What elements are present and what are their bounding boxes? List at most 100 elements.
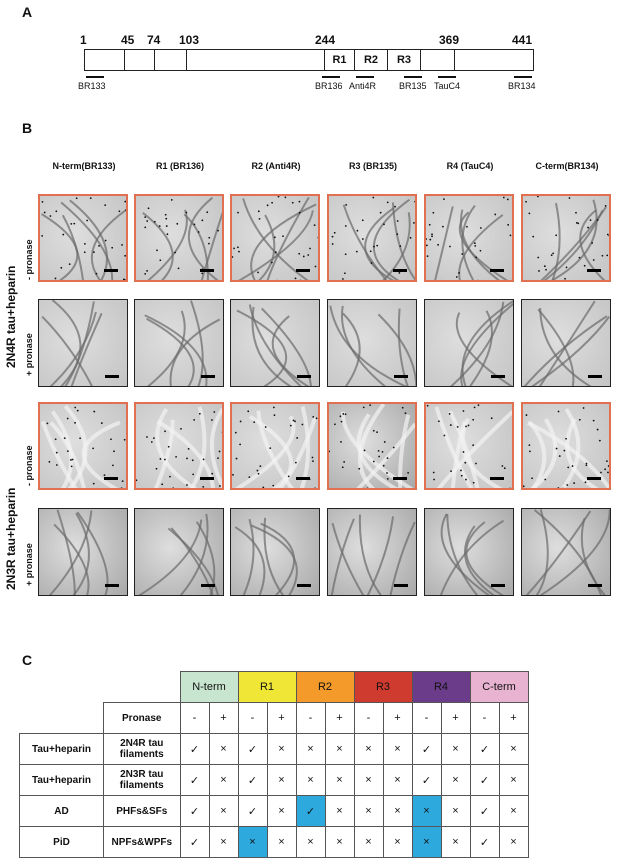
reactivity-cell: × [441,765,470,796]
epitope-bar-br134 [514,76,532,78]
gold-particle [58,489,60,490]
gold-particle [566,266,568,268]
reactivity-cell: × [267,765,296,796]
gold-particle [274,414,276,416]
gold-particle [443,198,445,200]
gold-particle [201,219,203,221]
filament-cell: PHFs&SFs [104,796,181,827]
column-n-term: N-term(BR133) [34,161,134,171]
reactivity-cell: × [412,827,441,858]
gold-particle [609,235,611,237]
gold-particle [104,204,106,206]
micrograph-2n3r-plus-r1 [134,508,224,596]
gold-particle [370,250,372,252]
gold-particle [544,265,546,267]
gold-particle [314,487,316,489]
reactivity-cell: × [296,827,325,858]
sample-cell: Tau+heparin [20,734,104,765]
reactivity-cell: × [499,796,528,827]
pronase-sign: - [180,703,209,734]
gold-particle [597,429,599,431]
scale-bar [394,584,408,587]
gold-particle [64,437,66,439]
gold-particle [55,438,57,440]
gold-particle [605,205,607,207]
gold-particle [461,253,463,255]
reactivity-cell: × [441,827,470,858]
gold-particle [607,234,609,236]
gold-particle [558,411,560,413]
micrograph-2n4r-minus-r1 [134,194,224,282]
gold-particle [586,464,588,466]
reactivity-cell: ✓ [180,734,209,765]
gold-particle [472,444,474,446]
scale-bar [104,477,118,480]
gold-particle [383,465,385,467]
gold-particle [585,481,587,483]
gold-particle [312,416,314,418]
gold-particle [303,256,305,258]
reactivity-cell: × [499,734,528,765]
micrograph-2n4r-minus-n-term [38,194,128,282]
gold-particle [146,270,148,272]
gold-particle [180,428,182,430]
gold-particle [386,472,388,474]
gold-particle [583,407,585,409]
gold-particle [146,220,148,222]
reactivity-cell: × [209,734,238,765]
gold-particle [101,422,103,424]
micrograph-2n3r-plus-n-term [38,508,128,596]
gold-particle [504,467,506,469]
position-45: 45 [121,33,134,47]
gold-particle [532,236,534,238]
gold-particle [185,212,187,214]
reactivity-cell: × [267,734,296,765]
column-r3: R3 (BR135) [323,161,423,171]
scale-bar [297,375,311,378]
gold-particle [144,216,146,218]
reactivity-cell: × [267,827,296,858]
gold-particle [373,461,375,463]
row-label-2n3r: 2N3R tau+heparin [4,488,18,590]
scale-bar [105,584,119,587]
gold-particle [382,451,384,453]
gold-particle [211,419,213,421]
gold-particle [235,432,237,434]
pronase-sign: - [238,703,267,734]
gold-particle [78,280,80,282]
gold-particle [292,202,294,204]
micrograph-2n4r-plus-n-term [38,299,128,387]
gold-particle [208,237,210,239]
gold-particle [124,201,126,203]
column-r4: R4 (TauC4) [420,161,520,171]
gold-particle [579,419,581,421]
gold-particle [71,465,73,467]
gold-particle [201,273,203,275]
gold-particle [544,479,546,481]
domain-n2: N2 [155,49,187,71]
gold-particle [298,253,300,255]
gold-particle [387,478,389,480]
gold-particle [437,244,439,246]
gold-particle [312,460,314,462]
position-103: 103 [179,33,199,47]
scale-bar [393,477,407,480]
gold-particle [248,476,250,478]
gold-particle [376,431,378,433]
gold-particle [362,238,364,240]
gold-particle [334,232,336,234]
gold-particle [44,212,46,214]
gold-particle [192,459,194,461]
gold-particle [121,244,123,246]
gold-particle [127,427,128,429]
scale-bar [491,375,505,378]
gold-particle [414,201,416,203]
gold-particle [443,435,445,437]
gold-particle [176,223,178,225]
reactivity-cell: ✓ [180,765,209,796]
gold-particle [161,483,163,485]
pronase-sign: + [267,703,296,734]
gold-particle [69,263,71,265]
scale-bar [296,269,310,272]
